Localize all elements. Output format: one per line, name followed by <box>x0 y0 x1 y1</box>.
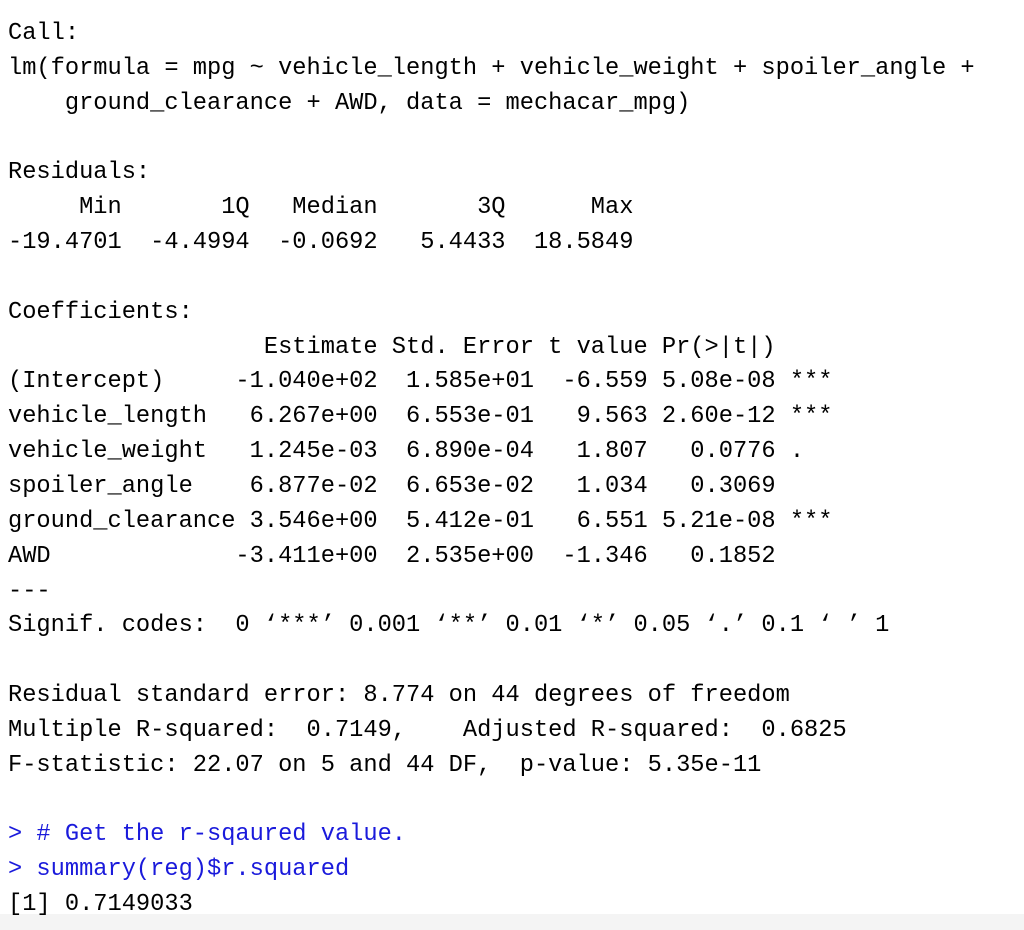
output-line: Residuals: <box>8 159 151 187</box>
output-line: AWD -3.411e+00 2.535e+00 -1.346 0.1852 <box>8 542 776 570</box>
output-line: (Intercept) -1.040e+02 1.585e+01 -6.559 … <box>8 368 833 396</box>
output-line: Estimate Std. Error t value Pr(>|t|) <box>8 333 776 361</box>
output-line: Coefficients: <box>8 298 193 326</box>
output-line: Call: <box>8 20 80 47</box>
output-block: Coefficients: Estimate Std. Error t valu… <box>8 296 1018 644</box>
output-line: vehicle_length 6.267e+00 6.553e-01 9.563… <box>8 403 833 431</box>
output-line: -19.4701 -4.4994 -0.0692 5.4433 18.5849 <box>8 229 634 257</box>
output-block: Residual standard error: 8.774 on 44 deg… <box>8 679 1018 784</box>
output-line: lm(formula = mpg ~ vehicle_length + vehi… <box>8 54 975 82</box>
output-line: F-statistic: 22.07 on 5 and 44 DF, p-val… <box>8 751 762 779</box>
output-block: Call: lm(formula = mpg ~ vehicle_length +… <box>8 17 1018 122</box>
output-line: spoiler_angle 6.877e-02 6.653e-02 1.034 … <box>8 472 776 500</box>
command-line: > # Get the r-sqaured value. <box>8 821 407 849</box>
output-line: vehicle_weight 1.245e-03 6.890e-04 1.807… <box>8 438 805 466</box>
r-console: Call: lm(formula = mpg ~ vehicle_length +… <box>8 17 1018 923</box>
command-line: > summary(reg)$r.squared <box>8 856 350 884</box>
output-line: Signif. codes: 0 ‘***’ 0.001 ‘**’ 0.01 ‘… <box>8 612 890 640</box>
output-line: Residual standard error: 8.774 on 44 deg… <box>8 682 790 710</box>
output-line: Multiple R-squared: 0.7149, Adjusted R-s… <box>8 716 847 744</box>
command-block: > # Get the r-sqaured value. > summary(re… <box>8 818 1018 923</box>
result-line: [1] 0.7149033 <box>8 891 193 919</box>
output-line: Min 1Q Median 3Q Max <box>8 194 634 222</box>
output-block: Residuals: Min 1Q Median 3Q Max -19.4701 … <box>8 156 1018 261</box>
output-line: ground_clearance 3.546e+00 5.412e-01 6.5… <box>8 507 833 535</box>
output-line: --- <box>8 577 51 605</box>
output-line: ground_clearance + AWD, data = mechacar_… <box>8 89 691 117</box>
console-edge <box>0 914 1024 930</box>
